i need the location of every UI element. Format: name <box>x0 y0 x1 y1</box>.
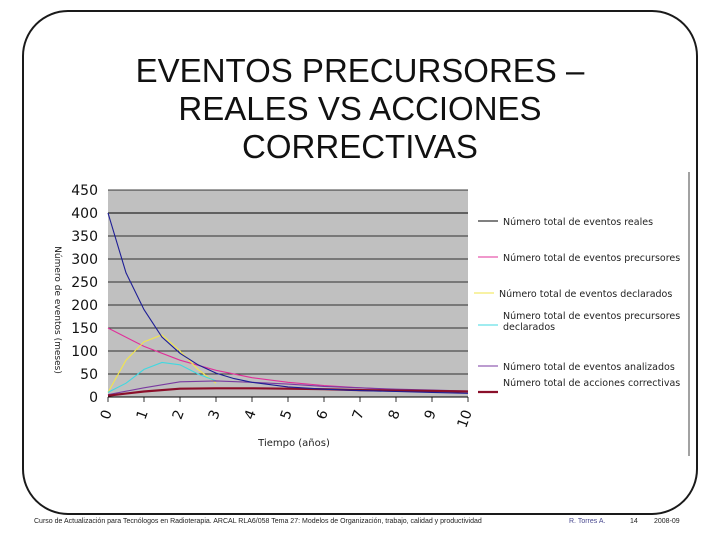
x-tick-label: 6 <box>314 408 332 422</box>
footer-date: 2008-09 <box>654 518 680 525</box>
x-tick-label: 4 <box>242 408 260 422</box>
x-tick-label: 7 <box>350 408 368 422</box>
y-tick-label: 300 <box>71 252 98 268</box>
y-tick-label: 200 <box>71 298 98 314</box>
x-tick-label: 5 <box>278 408 296 422</box>
series-line-3 <box>107 361 217 393</box>
legend-label: Número total de eventos analizados <box>503 362 675 373</box>
legend-label: Número total de eventos declarados <box>499 289 672 300</box>
x-tick-label: 2 <box>170 408 188 422</box>
y-tick-label: 350 <box>71 229 98 245</box>
y-axis-label: Número de eventos (meses) <box>52 246 62 374</box>
plot-area <box>108 190 468 397</box>
legend-label: Número total de acciones correctivas <box>503 378 680 389</box>
y-tick-label: 450 <box>71 183 98 199</box>
y-tick-label: 0 <box>89 390 98 406</box>
y-tick-label: 50 <box>80 367 98 383</box>
footer-course: Curso de Actualización para Tecnólogos e… <box>34 518 482 525</box>
legend-label: Número total de eventos reales <box>503 217 653 228</box>
x-tick-label: 3 <box>206 408 224 422</box>
slide-title: EVENTOS PRECURSORES – REALES VS ACCIONES… <box>135 52 585 165</box>
footer-page: 14 <box>630 518 638 525</box>
series-line-4 <box>107 380 469 396</box>
y-tick-label: 100 <box>71 344 98 360</box>
x-axis-label: Tiempo (años) <box>257 438 330 449</box>
slide-frame <box>22 10 698 515</box>
x-tick-label: 1 <box>134 408 152 422</box>
y-tick-label: 250 <box>71 275 98 291</box>
series-line-2 <box>107 334 217 393</box>
series-line-5 <box>107 387 469 397</box>
x-tick-label: 8 <box>386 408 404 422</box>
series-line-6 <box>107 212 469 394</box>
x-tick-label: 9 <box>422 408 440 422</box>
y-tick-label: 150 <box>71 321 98 337</box>
footer-author: R. Torres A. <box>569 518 606 525</box>
x-tick-label: 10 <box>455 408 476 430</box>
footer: Curso de Actualización para Tecnólogos e… <box>34 518 694 530</box>
legend-label: Número total de eventos precursores <box>503 253 680 264</box>
legend-label: Número total de eventos precursores decla… <box>503 311 680 333</box>
y-tick-label: 400 <box>71 206 98 222</box>
x-tick-label: 0 <box>98 408 116 422</box>
